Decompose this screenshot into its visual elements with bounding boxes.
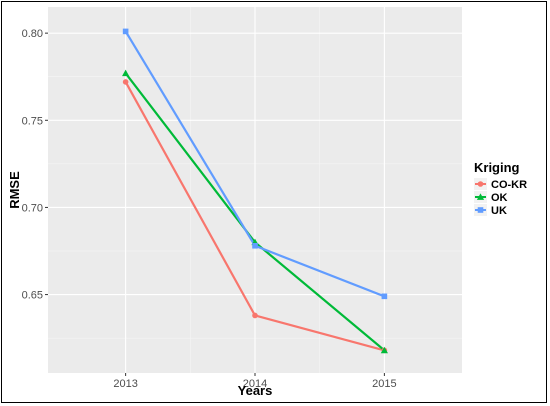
data-point-uk — [122, 28, 129, 35]
y-tick-label: 0.80 — [22, 28, 43, 40]
data-point-co-kr — [252, 312, 258, 319]
y-tick-label: 0.70 — [22, 202, 43, 214]
legend-label-uk: UK — [491, 205, 507, 217]
legend-key-marker — [476, 193, 485, 200]
legend-key-marker — [477, 207, 484, 213]
data-point-ok — [380, 346, 388, 354]
data-point-co-kr — [122, 79, 129, 85]
y-tick-label: 0.75 — [22, 115, 43, 127]
x-tick-label: 2015 — [372, 378, 396, 390]
x-axis-title: Years — [238, 383, 273, 398]
data-point-uk — [252, 242, 258, 249]
legend-label-ok: OK — [491, 192, 508, 204]
legend-title: Kriging — [474, 160, 520, 175]
legend-key-uk — [474, 204, 487, 216]
x-tick-label: 2014 — [243, 378, 267, 390]
data-point-ok — [122, 69, 130, 77]
legend-key-ok — [474, 191, 487, 203]
y-axis-ticks: 0.65 0.70 0.75 0.80 — [22, 28, 48, 302]
x-tick-label: 2013 — [113, 378, 137, 390]
y-axis-title: RMSE — [7, 171, 22, 209]
x-axis-ticks: 2013 2014 2015 — [113, 373, 397, 390]
y-tick-label: 0.65 — [22, 290, 43, 302]
legend-label-co-kr: CO-KR — [491, 179, 527, 191]
data-point-uk — [381, 293, 388, 300]
legend-key-co-kr — [474, 178, 487, 190]
major-gridlines — [48, 7, 462, 373]
legend-key-marker — [477, 181, 484, 187]
series-markers — [122, 28, 388, 354]
